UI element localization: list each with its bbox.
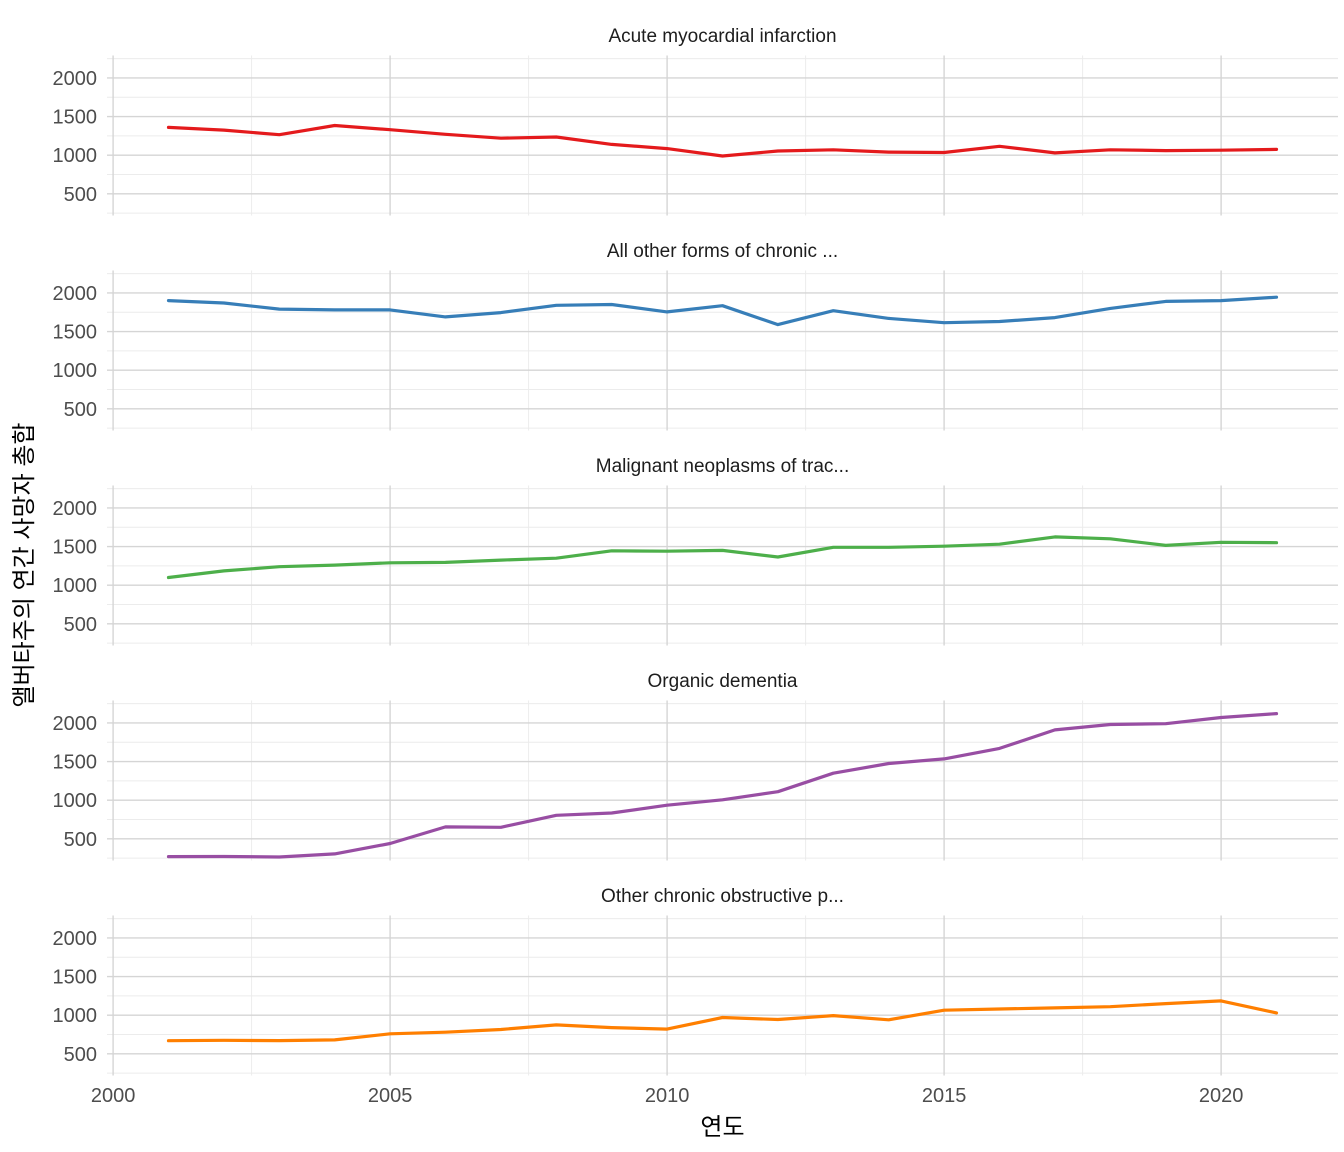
y-tick-label: 1000 xyxy=(53,790,98,812)
y-tick-label: 2000 xyxy=(53,713,98,735)
facet-title-other-chronic-obstructive: Other chronic obstructive p... xyxy=(601,886,844,907)
series-line-3 xyxy=(166,711,1279,859)
x-tick-label: 2010 xyxy=(645,1085,690,1107)
y-tick-label: 1000 xyxy=(53,145,98,167)
y-tick-label: 500 xyxy=(64,614,97,636)
series-line-4 xyxy=(166,999,1279,1043)
y-tick-label: 1500 xyxy=(53,107,98,129)
y-tick-label: 1500 xyxy=(53,322,98,344)
facet-panel-3: 500 1000 1500 2000 xyxy=(53,700,1338,861)
x-axis-ticks: 2000 2005 2010 2015 2020 xyxy=(91,1085,1244,1107)
y-tick-label: 500 xyxy=(64,1044,97,1066)
y-tick-label: 2000 xyxy=(53,928,98,950)
y-tick-label: 1000 xyxy=(53,1005,98,1027)
y-tick-label: 500 xyxy=(64,184,97,206)
x-tick-label: 2020 xyxy=(1199,1085,1244,1107)
facet-panel-0: 500 1000 1500 2000 xyxy=(53,55,1338,216)
facet-panel-1: 500 1000 1500 2000 xyxy=(53,270,1338,431)
y-tick-label: 1000 xyxy=(53,575,98,597)
series-line-2 xyxy=(166,535,1279,580)
facet-title-malignant-neoplasms: Malignant neoplasms of trac... xyxy=(595,456,850,477)
x-axis-title: 연도 xyxy=(700,1114,745,1141)
x-tick-label: 2000 xyxy=(91,1085,136,1107)
y-tick-label: 2000 xyxy=(53,498,98,520)
facet-panel-4: 500 1000 1500 2000 xyxy=(53,915,1338,1076)
facet-title-acute-myocardial-infarction: Acute myocardial infarction xyxy=(608,26,837,47)
y-axis-title: 앨버타주의 연간 사망자 총합 xyxy=(11,422,38,708)
y-tick-label: 1500 xyxy=(53,752,98,774)
y-tick-label: 2000 xyxy=(53,68,98,90)
y-tick-label: 500 xyxy=(64,829,97,851)
facet-title-organic-dementia: Organic dementia xyxy=(647,671,798,692)
x-tick-label: 2005 xyxy=(368,1085,413,1107)
series-line-1 xyxy=(166,295,1279,327)
series-line-0 xyxy=(166,123,1279,158)
y-tick-label: 500 xyxy=(64,399,97,421)
x-tick-label: 2015 xyxy=(922,1085,967,1107)
facet-panel-2: 500 1000 1500 2000 xyxy=(53,485,1338,646)
facet-title-all-other-forms-of-chronic: All other forms of chronic ... xyxy=(606,241,839,262)
y-tick-label: 1000 xyxy=(53,360,98,382)
y-tick-label: 2000 xyxy=(53,283,98,305)
y-tick-label: 1500 xyxy=(53,537,98,559)
y-tick-label: 1500 xyxy=(53,967,98,989)
